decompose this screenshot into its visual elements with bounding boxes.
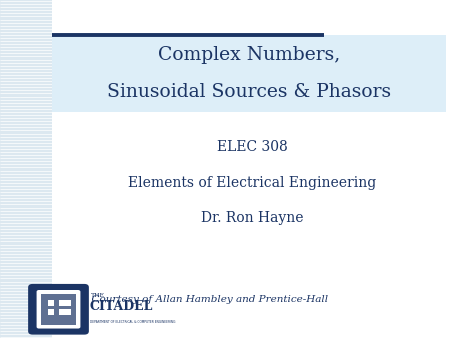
Text: CITADEL: CITADEL (90, 300, 153, 313)
Text: THE: THE (90, 293, 104, 298)
Text: Dr. Ron Hayne: Dr. Ron Hayne (201, 211, 303, 225)
Text: Elements of Electrical Engineering: Elements of Electrical Engineering (128, 175, 376, 190)
Text: Sinusoidal Sources & Phasors: Sinusoidal Sources & Phasors (107, 83, 391, 101)
FancyBboxPatch shape (0, 0, 52, 338)
FancyBboxPatch shape (41, 294, 76, 324)
Text: Complex Numbers,: Complex Numbers, (158, 46, 340, 64)
FancyBboxPatch shape (48, 309, 54, 315)
FancyBboxPatch shape (65, 309, 72, 315)
FancyBboxPatch shape (58, 300, 65, 306)
Text: Images Courtesy of Allan Hambley and Prentice-Hall: Images Courtesy of Allan Hambley and Pre… (50, 295, 328, 304)
Text: DEPARTMENT OF ELECTRICAL & COMPUTER ENGINEERING: DEPARTMENT OF ELECTRICAL & COMPUTER ENGI… (90, 319, 175, 323)
Text: ELEC 308: ELEC 308 (216, 140, 288, 154)
FancyBboxPatch shape (48, 300, 54, 306)
FancyBboxPatch shape (36, 290, 81, 329)
FancyBboxPatch shape (65, 300, 72, 306)
FancyBboxPatch shape (52, 35, 446, 112)
FancyBboxPatch shape (58, 309, 65, 315)
FancyBboxPatch shape (28, 284, 89, 335)
